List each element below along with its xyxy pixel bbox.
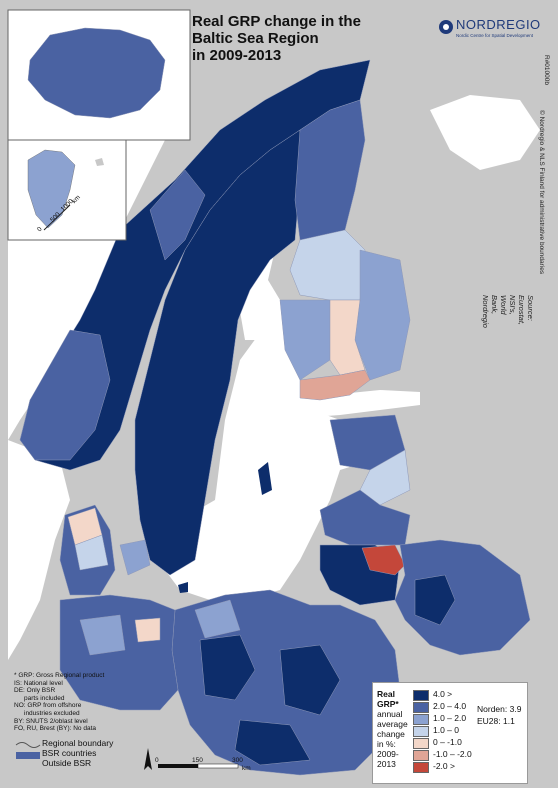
legend-class-row: 0 – -1.0 (413, 737, 523, 749)
note-8: FO, RU, Brest (BY): No data (14, 725, 96, 733)
region-belarus-minsk (414, 574, 456, 626)
scale-unit: km (242, 765, 251, 772)
region-poland-dark2 (279, 644, 341, 716)
legend-title: Real GRP* annual average change in %: 20… (377, 689, 408, 769)
legend-class-row: -1.0 – -2.0 (413, 749, 523, 761)
legend-class-label: 1.0 – 2.0 (433, 713, 467, 723)
legend-title-7: 2009- (377, 749, 399, 759)
title-line-1: Real GRP change in the (192, 13, 361, 30)
legend-swatch (413, 738, 429, 749)
note-5: NO: GRP from offshore (14, 702, 82, 710)
legend-class-label: -1.0 – -2.0 (433, 749, 472, 759)
boundary-legend: Regional boundary BSR countries Outside … (14, 738, 113, 768)
legend-swatch (413, 714, 429, 725)
legend-title-2: GRP* (377, 699, 399, 709)
source-line-2: World Bank, Nordregio (481, 295, 508, 328)
note-4: parts included (24, 694, 65, 702)
legend-title-5: change (377, 729, 405, 739)
region-zealand (119, 539, 151, 576)
source-text: Source: Eurostat, NSI's, World Bank, Nor… (481, 295, 535, 328)
legend-swatch (413, 762, 429, 773)
legend-class-row: -2.0 > (413, 761, 523, 773)
region-poland-light (194, 599, 241, 639)
legend-bsr-countries: BSR countries (42, 748, 97, 758)
region-bornholm (178, 582, 188, 593)
region-greenland (27, 149, 76, 229)
legend-swatch (413, 690, 429, 701)
greenland-scale-bar (43, 204, 71, 231)
title-line-3: in 2009-2013 (192, 47, 282, 64)
title-line-2: Baltic Sea Region (192, 30, 319, 47)
region-norway-west (19, 329, 111, 461)
region-latvia (319, 489, 411, 546)
region-iceland (27, 27, 166, 119)
note-6: industries excluded (24, 709, 80, 717)
map-title: Real GRP change in the Baltic Sea Region… (192, 13, 392, 64)
legend-title-8: 2013 (377, 759, 396, 769)
region-gotland (258, 462, 272, 495)
region-finland-north (294, 99, 366, 241)
baltic-sea (165, 320, 372, 600)
legend-swatch (413, 726, 429, 737)
legend-swatch (413, 750, 429, 761)
legend-class-label: 2.0 – 4.0 (433, 701, 467, 711)
legend-title-6: in %: (377, 739, 396, 749)
legend-class-label: 0 – -1.0 (433, 737, 462, 747)
scale-tick-300: 300 (232, 757, 243, 764)
brand-name: NORDREGIO (456, 17, 541, 32)
nordregio-logo-icon (439, 20, 453, 34)
footnotes: * GRP: Gross Regional product IS: Nation… (14, 672, 104, 733)
region-poland-dark1 (199, 634, 256, 701)
legend-classes: 4.0 > 2.0 – 4.0 1.0 – 2.0 1.0 – 0 0 – -1… (413, 689, 523, 773)
region-germany-light (79, 614, 126, 656)
region-norway-central (149, 169, 206, 261)
main-scale-bar (158, 763, 239, 769)
class-legend: Real GRP* annual average change in %: 20… (372, 682, 528, 784)
region-vilnius (361, 544, 406, 576)
legend-class-row: 2.0 – 4.0 (413, 701, 523, 713)
legend-title-3: annual (377, 709, 403, 719)
legend-regional-boundary: Regional boundary (42, 738, 114, 748)
north-arrow (144, 748, 152, 770)
average-values: Norden: 3.9 EU28: 1.1 (477, 703, 521, 727)
legend-class-label: 4.0 > (433, 689, 453, 699)
note-1: * GRP: Gross Regional product (14, 672, 105, 679)
note-7: BY: SNUTS 2/oblast level (14, 717, 88, 725)
region-denmark-mid (74, 534, 109, 571)
region-germany-pink (134, 617, 161, 643)
legend-class-label: -2.0 > (433, 761, 455, 771)
brand-subtitle: Nordic Centre for Spatial Development (456, 33, 534, 38)
legend-swatch (413, 702, 429, 713)
region-finland-east (354, 249, 411, 381)
scale-tick-150: 150 (192, 757, 203, 764)
legend-class-row: 1.0 – 0 (413, 725, 523, 737)
region-faroe-islands (95, 158, 104, 166)
legend-class-row: 4.0 > (413, 689, 523, 701)
region-belarus (394, 539, 531, 656)
copyright-text: © Nordregio & NLS Finland for administra… (538, 110, 545, 275)
region-finland-west (279, 299, 331, 381)
region-estonia-east (359, 449, 411, 506)
legend-outside-bsr: Outside BSR (42, 758, 92, 768)
white-sea (430, 95, 540, 170)
legend-title-1: Real (377, 689, 395, 699)
region-finland-central (289, 229, 366, 301)
scale-tick-0: 0 (155, 757, 159, 764)
source-line-1: Source: Eurostat, NSI's, (508, 295, 535, 326)
average-eu28: EU28: 1.1 (477, 716, 515, 726)
note-3: DE: Only BSR (14, 687, 56, 695)
map-id: R#01000b (543, 55, 550, 85)
legend-title-4: average (377, 719, 408, 729)
average-norden: Norden: 3.9 (477, 704, 522, 714)
north-sea (8, 440, 70, 660)
legend-class-label: 1.0 – 0 (433, 725, 459, 735)
legend-class-row: 1.0 – 2.0 (413, 713, 523, 725)
region-poland-dark3 (234, 719, 311, 766)
boundary-legend-symbols (15, 742, 41, 769)
note-2: IS: National level (14, 679, 63, 687)
region-finland-south (299, 369, 371, 401)
